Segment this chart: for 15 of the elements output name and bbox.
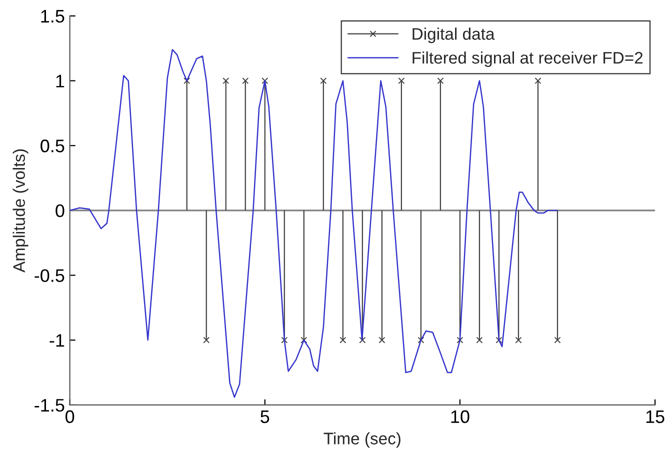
- x-axis-title: Time (sec): [324, 432, 400, 448]
- x-tick-label: 10: [451, 410, 470, 424]
- y-tick-label: -1.5: [34, 399, 64, 412]
- x-tick-label: 15: [646, 410, 664, 424]
- legend-label: Digital data: [412, 28, 495, 44]
- y-tick-label: -0.5: [34, 269, 64, 282]
- y-axis-title: Amplitude (volts): [12, 149, 28, 272]
- legend-label: Filtered signal at receiver FD=2: [412, 51, 643, 67]
- x-tick-label: 5: [260, 410, 270, 424]
- y-tick-label: 0: [56, 204, 64, 218]
- y-tick-label: 1.5: [41, 10, 64, 23]
- y-tick-label: -1: [50, 334, 64, 347]
- y-tick-label: 0.5: [40, 140, 64, 152]
- x-tick-label: 0: [66, 410, 74, 424]
- y-tick-label: 1: [56, 74, 64, 88]
